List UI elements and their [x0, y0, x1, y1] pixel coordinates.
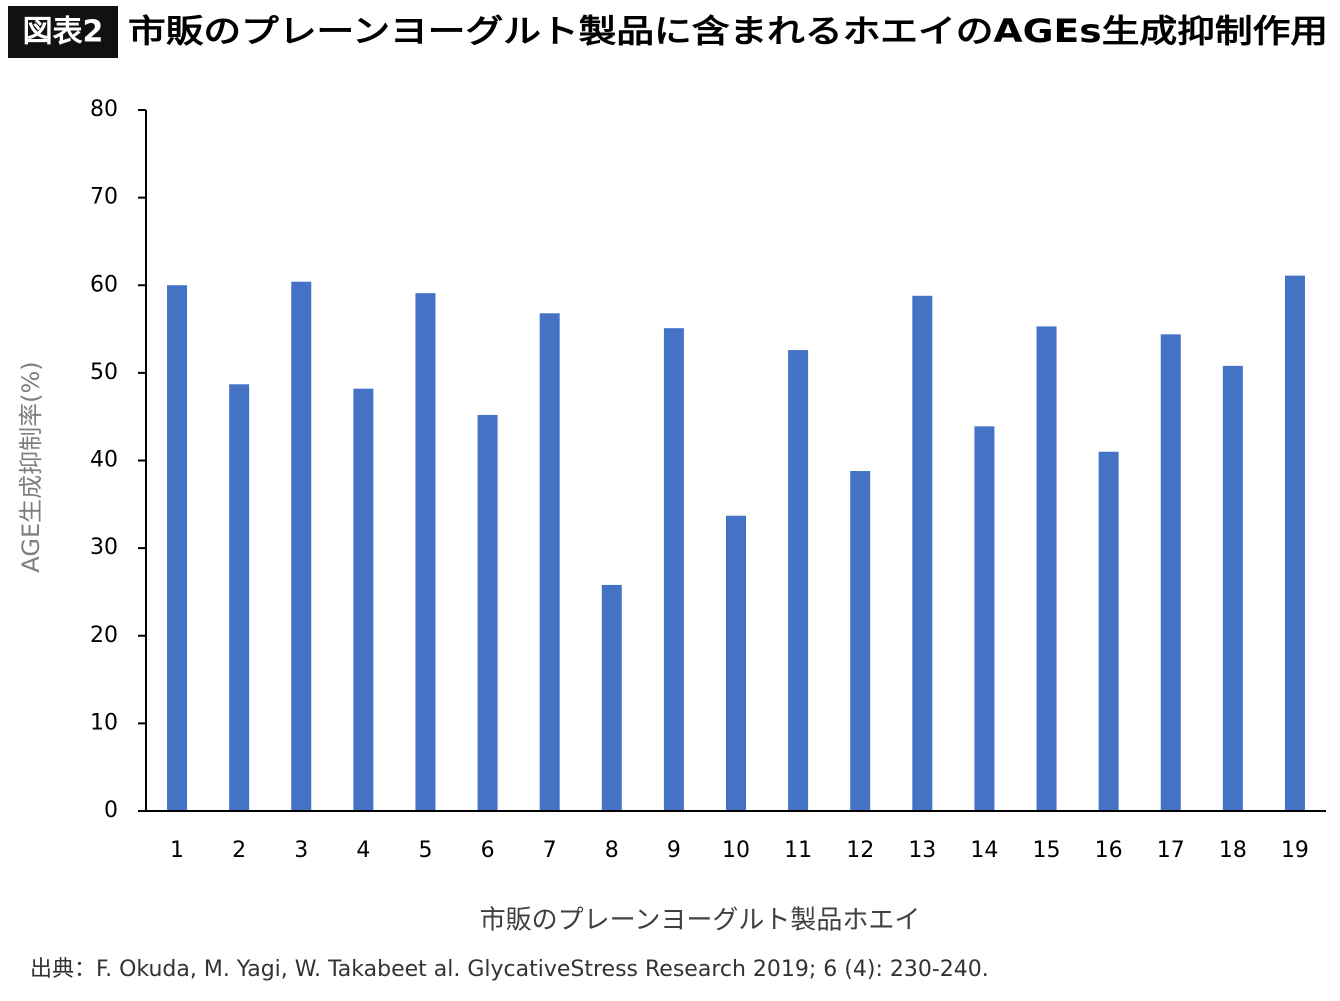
x-tick-label: 10	[722, 838, 750, 863]
badge: 図表2	[23, 15, 104, 50]
bar	[601, 584, 622, 811]
y-tick-label: 10	[90, 710, 118, 735]
bar	[1098, 451, 1119, 811]
badge-box	[8, 6, 118, 58]
x-tick-label: 15	[1033, 838, 1061, 863]
y-axis-label: AGE生成抑制率(%)	[17, 361, 45, 572]
x-tick-label: 7	[543, 838, 557, 863]
bar	[726, 515, 746, 811]
x-tick-label: 3	[294, 838, 308, 863]
x-tick-label: 9	[667, 838, 681, 863]
bar	[229, 384, 250, 811]
x-tick-label: 16	[1095, 838, 1123, 863]
bar	[1222, 365, 1243, 811]
bar	[912, 295, 933, 811]
bar	[167, 285, 188, 811]
y-tick-label: 50	[90, 360, 118, 385]
x-tick-label: 18	[1219, 838, 1247, 863]
bar	[353, 388, 374, 811]
bar	[539, 313, 560, 811]
x-tick-label: 8	[605, 838, 619, 863]
x-tick-label: 19	[1281, 838, 1309, 863]
x-tick-label: 13	[908, 838, 936, 863]
bar	[1036, 326, 1057, 811]
y-tick-label: 0	[104, 798, 118, 823]
x-tick-label: 4	[356, 838, 370, 863]
source: 出典：F. Okuda, M. Yagi, W. Takabeet al. Gl…	[30, 957, 989, 982]
x-tick-label: 17	[1157, 838, 1185, 863]
bar	[974, 426, 995, 811]
y-tick-label: 60	[90, 272, 118, 297]
x-tick-label: 12	[846, 838, 874, 863]
x-tick-label: 5	[418, 838, 432, 863]
bar	[291, 281, 312, 811]
y-tick-label: 80	[90, 97, 118, 122]
bar	[788, 350, 809, 811]
y-tick-label: 40	[90, 448, 118, 473]
bar	[1284, 275, 1305, 812]
x-tick-label: 6	[481, 838, 495, 863]
y-tick-label: 20	[90, 623, 118, 648]
bar	[663, 328, 684, 811]
y-tick-label: 30	[90, 535, 118, 560]
x-axis-label: 市販のプレーンヨーグルト製品ホエイ	[480, 906, 921, 936]
chart-title: 市販のプレーンヨーグルト製品に含まれるホエイのAGEs生成抑制作用	[128, 12, 1328, 50]
x-tick-label: 1	[170, 838, 184, 863]
bar	[477, 414, 498, 811]
x-tick-label: 2	[232, 838, 246, 863]
x-tick-label: 14	[970, 838, 998, 863]
x-tick-label: 11	[784, 838, 812, 863]
bar	[1160, 334, 1181, 811]
bar	[415, 293, 436, 812]
y-tick-label: 70	[90, 185, 118, 210]
bar	[850, 471, 871, 811]
